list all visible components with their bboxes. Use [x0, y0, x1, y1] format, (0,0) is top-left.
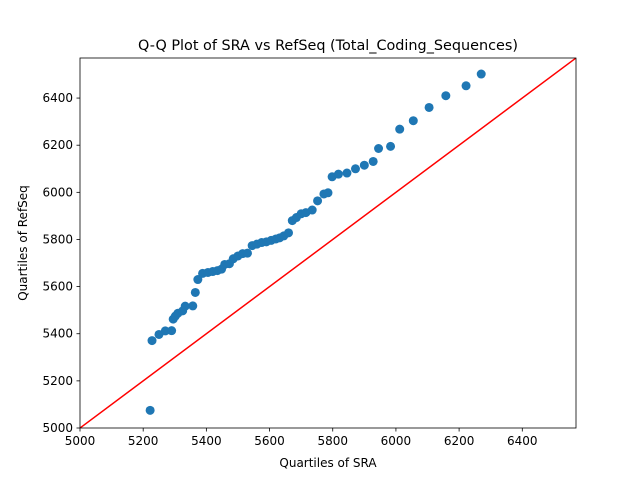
data-point — [368, 156, 378, 166]
data-point — [167, 326, 177, 336]
reference-line — [80, 58, 576, 428]
chart-title: Q-Q Plot of SRA vs RefSeq (Total_Coding_… — [138, 38, 518, 54]
data-point — [160, 326, 170, 336]
plot-area — [79, 57, 577, 429]
x-axis-label: Quartiles of SRA — [279, 456, 377, 470]
data-point — [342, 168, 352, 178]
data-points — [145, 69, 486, 415]
y-tick-label: 5200 — [42, 374, 73, 388]
data-point — [359, 160, 369, 170]
data-point — [461, 81, 471, 91]
x-axis: 5000 5200 5400 5600 5800 6000 6200 6400 — [65, 428, 538, 448]
data-point — [188, 301, 198, 311]
data-point — [242, 248, 252, 258]
x-tick-label: 5200 — [128, 434, 159, 448]
x-tick-label: 5000 — [65, 434, 96, 448]
data-point — [395, 124, 405, 134]
data-point — [313, 196, 323, 206]
plot-frame — [79, 57, 577, 429]
data-point — [190, 287, 200, 297]
y-tick-label: 6400 — [42, 91, 73, 105]
x-tick-label: 6200 — [444, 434, 475, 448]
data-point — [307, 205, 317, 215]
y-axis: 5000 5200 5400 5600 5800 6000 6200 6400 — [42, 91, 80, 435]
data-point — [441, 91, 451, 101]
data-point — [147, 336, 157, 346]
y-tick-label: 6200 — [42, 138, 73, 152]
data-point — [374, 143, 384, 153]
x-tick-label: 6000 — [381, 434, 412, 448]
x-tick-label: 5400 — [191, 434, 222, 448]
y-tick-label: 5000 — [42, 421, 73, 435]
data-point — [476, 69, 486, 79]
data-point — [333, 169, 343, 179]
data-point — [386, 141, 396, 151]
y-tick-label: 5800 — [42, 232, 73, 246]
data-point — [350, 164, 360, 174]
y-tick-label: 5600 — [42, 280, 73, 294]
y-tick-label: 6000 — [42, 185, 73, 199]
data-point — [424, 102, 434, 112]
x-tick-label: 5800 — [317, 434, 348, 448]
data-point — [408, 116, 418, 126]
data-point — [284, 228, 294, 238]
x-tick-label: 5600 — [254, 434, 285, 448]
data-point — [323, 188, 333, 198]
y-tick-label: 5400 — [42, 327, 73, 341]
data-point — [145, 405, 155, 415]
y-axis-label: Quartiles of RefSeq — [16, 185, 30, 301]
data-point — [180, 301, 190, 311]
x-tick-label: 6400 — [507, 434, 538, 448]
data-point — [193, 275, 203, 285]
